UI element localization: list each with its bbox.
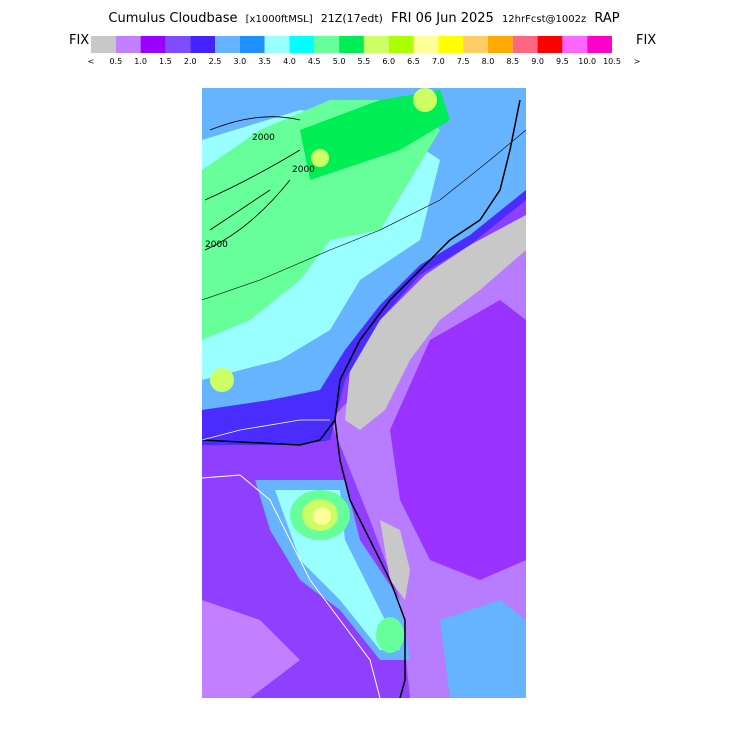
coastline-gulf <box>202 474 381 698</box>
time: 21Z(17edt) <box>321 12 383 25</box>
colorbar-swatch <box>140 36 166 53</box>
colorbar-tick-label: 8.0 <box>482 57 495 66</box>
date: FRI 06 Jun 2025 <box>391 11 494 26</box>
map: 2000 2000 2000 <box>202 88 526 698</box>
colorbar-swatch <box>264 36 290 53</box>
colorbar-swatch <box>165 36 191 53</box>
colorbar-tick-label: 5.0 <box>333 57 346 66</box>
field-florida-green-2 <box>376 617 404 653</box>
colorbar-swatch <box>314 36 340 53</box>
border <box>202 419 330 441</box>
colorbar-tick-label: 1.0 <box>134 57 147 66</box>
fix-right: FIX <box>636 33 656 48</box>
colorbar-swatch <box>115 36 141 53</box>
coastline-atlantic <box>334 419 406 698</box>
colorbar-swatch <box>239 36 265 53</box>
contour-label: 2000 <box>292 165 315 175</box>
field-blob <box>210 368 234 392</box>
field-ocean-deep <box>390 300 526 580</box>
map-field: 2000 2000 2000 <box>202 88 526 698</box>
colorbar-tick-label: 6.5 <box>407 57 420 66</box>
colorbar-tick-label: 5.5 <box>358 57 371 66</box>
colorbar-swatch <box>537 36 563 53</box>
colorbar-tick-label: 0.5 <box>109 57 122 66</box>
contour-label: 2000 <box>252 133 275 143</box>
fix-left: FIX <box>69 33 89 48</box>
contour-label: 2000 <box>205 240 228 250</box>
colorbar-swatch <box>388 36 414 53</box>
colorbar-swatch <box>487 36 513 53</box>
colorbar-swatch <box>562 36 588 53</box>
colorbar-start: < <box>88 57 95 66</box>
units: [x1000ftMSL] <box>246 14 313 25</box>
colorbar-swatch <box>215 36 240 53</box>
field-blob <box>311 149 329 167</box>
colorbar-swatch <box>363 36 389 53</box>
field-blue-se <box>440 600 526 698</box>
colorbar-tick-label: 7.5 <box>457 57 470 66</box>
field-florida-yellow <box>313 507 331 525</box>
coastline <box>202 99 521 446</box>
field-gray-2 <box>380 520 410 600</box>
colorbar-swatch <box>339 36 364 53</box>
colorbar-swatch <box>289 36 315 53</box>
colorbar-swatch <box>463 36 488 53</box>
field-green-dark <box>300 90 450 180</box>
colorbar-tick-label: 6.0 <box>382 57 395 66</box>
field-gray <box>345 215 526 430</box>
title: Cumulus Cloudbase <box>108 11 237 26</box>
field-blob <box>413 88 437 112</box>
title-line: Cumulus Cloudbase [x1000ftMSL] 21Z(17edt… <box>108 11 619 26</box>
forecast: 12hrFcst@1002z <box>502 14 586 25</box>
colorbar-tick-label: 10.0 <box>578 57 596 66</box>
colorbar-swatch <box>413 36 439 53</box>
colorbar-tick-label: 3.5 <box>258 57 271 66</box>
colorbar-tick-label: 7.0 <box>432 57 445 66</box>
colorbar-swatch <box>91 36 116 53</box>
border <box>202 129 526 301</box>
field-purple-light <box>202 600 300 698</box>
colorbar-swatch <box>438 36 464 53</box>
colorbar-tick-label: 2.0 <box>184 57 197 66</box>
colorbar-tick-label: 9.0 <box>531 57 544 66</box>
colorbar-tick-label: 4.0 <box>283 57 296 66</box>
colorbar-tick-label: 1.5 <box>159 57 172 66</box>
colorbar-tick-label: 2.5 <box>209 57 222 66</box>
colorbar-swatch <box>512 36 538 53</box>
colorbar-tick-label: 9.5 <box>556 57 569 66</box>
colorbar-swatch <box>190 36 216 53</box>
field-green <box>202 100 440 340</box>
colorbar-end: > <box>634 57 641 66</box>
colorbar-tick-label: 3.0 <box>233 57 246 66</box>
colorbar-tick-label: 8.5 <box>506 57 519 66</box>
colorbar-tick-label: 4.5 <box>308 57 321 66</box>
colorbar-tick-label: 10.5 <box>603 57 621 66</box>
model: RAP <box>594 11 619 26</box>
colorbar-swatch <box>587 36 612 53</box>
contour <box>204 116 301 251</box>
colorbar: 0.5 1.0 1.5 2.0 2.5 3.0 3.5 4.0 4.5 5.0 5.5 6.0 6.5 7… <box>91 36 621 66</box>
